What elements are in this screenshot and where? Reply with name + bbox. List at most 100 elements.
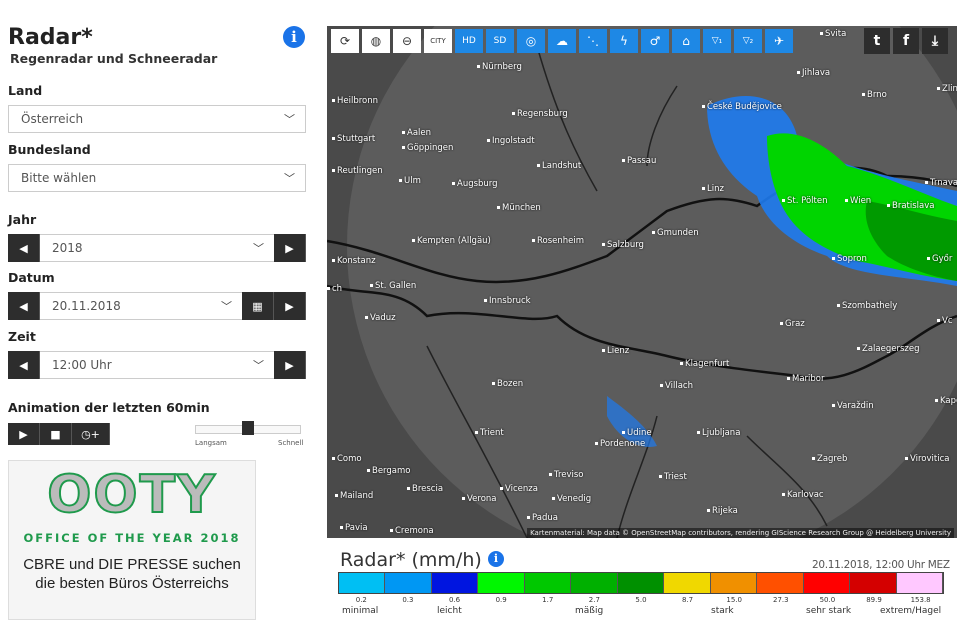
map-canvas xyxy=(327,26,957,538)
city-label: Nürnberg xyxy=(477,62,522,72)
cloud-rain-icon[interactable]: ☁ xyxy=(548,29,576,53)
city-label: Aalen xyxy=(402,128,431,138)
land-select[interactable]: Österreich ﹀ xyxy=(8,105,306,133)
city-label: Udine xyxy=(622,428,652,438)
city-label: Vaduz xyxy=(365,313,396,323)
city-label: Pordenone xyxy=(595,439,645,449)
stop-button[interactable]: ■ xyxy=(40,423,72,445)
twitter-icon[interactable]: t xyxy=(864,28,890,54)
city-label: Heilbronn xyxy=(332,96,378,106)
jahr-value: 2018 xyxy=(52,241,83,255)
city-label: Klagenfurt xyxy=(680,359,729,369)
datum-value: 20.11.2018 xyxy=(52,299,121,313)
radar-range xyxy=(347,26,957,538)
legend-value: 0.9 xyxy=(495,596,507,604)
land-value: Österreich xyxy=(21,112,84,126)
zeit-select[interactable]: 12:00 Uhr ﹀ xyxy=(40,351,274,379)
legend-color-bar xyxy=(338,572,944,594)
next-time-button[interactable]: ▶ xyxy=(274,351,306,379)
city-label: Rijeka xyxy=(707,506,738,516)
thermometer-icon[interactable]: ♂ xyxy=(641,29,669,53)
legend-swatch xyxy=(431,573,479,593)
legend-swatch xyxy=(803,573,851,593)
legend-value: 2.7 xyxy=(588,596,600,604)
sd-icon[interactable]: SD xyxy=(486,29,514,53)
radar-map[interactable]: Nürnberg Jihlava Brno Heilbronn Regensburg Če… xyxy=(327,26,957,538)
city-label: Zalaegerszeg xyxy=(857,344,919,354)
city-icon[interactable]: CITY xyxy=(424,29,452,53)
lightning-icon[interactable]: ϟ xyxy=(610,29,638,53)
city-label: Augsburg xyxy=(452,179,498,189)
house-icon[interactable]: ⌂ xyxy=(672,29,700,53)
prev-date-button[interactable]: ◀ xyxy=(8,292,40,320)
ad-text-1: CBRE und DIE PRESSE suchen xyxy=(23,556,241,573)
ad-text-2: die besten Büros Österreichs xyxy=(35,575,229,592)
city-label: Villach xyxy=(660,381,693,391)
legend-category: leicht xyxy=(437,606,462,616)
hd-icon[interactable]: HD xyxy=(455,29,483,53)
city-label: Győr xyxy=(927,254,952,264)
prev-time-button[interactable]: ◀ xyxy=(8,351,40,379)
jahr-label: Jahr xyxy=(8,212,37,227)
city-label: Jihlava xyxy=(797,68,830,78)
city-label: Pavia xyxy=(340,523,368,533)
jahr-select[interactable]: 2018 ﹀ xyxy=(40,234,274,262)
ooty-logo: OOTY xyxy=(46,464,217,526)
legend-value: 5.0 xyxy=(635,596,647,604)
legend-category: sehr stark xyxy=(806,606,852,616)
legend-value: 0.2 xyxy=(355,596,367,604)
land-label: Land xyxy=(8,83,43,98)
satellite-icon[interactable]: ◎ xyxy=(517,29,545,53)
city-label: Linz xyxy=(702,184,724,194)
chevron-down-icon: ﹀ xyxy=(284,172,295,185)
play-button[interactable]: ▶ xyxy=(8,423,40,445)
legend-value: 1.7 xyxy=(542,596,554,604)
map-attribution: Kartenmaterial: Map data © OpenStreetMap… xyxy=(527,528,954,538)
city-label: Gmunden xyxy=(652,228,699,238)
zoom-out-icon[interactable]: ⊖ xyxy=(393,29,421,53)
border-line xyxy=(426,45,828,538)
calendar-icon[interactable]: ▦ xyxy=(242,292,274,320)
legend-swatch xyxy=(478,573,525,593)
chevron-down-icon: ﹀ xyxy=(284,113,295,126)
next-year-button[interactable]: ▶ xyxy=(274,234,306,262)
city-label: Konstanz xyxy=(332,256,376,266)
legend-value: 15.0 xyxy=(726,596,742,604)
legend-info-icon[interactable]: i xyxy=(488,551,504,567)
legend-value: 27.3 xyxy=(772,596,789,604)
city-label: Trient xyxy=(475,428,504,438)
city-label: Bozen xyxy=(492,379,523,389)
city-label: Karlovac xyxy=(782,490,824,500)
city-label: ch xyxy=(327,284,342,294)
download-icon[interactable]: ⤓ xyxy=(922,28,948,54)
city-label: Cremona xyxy=(390,526,434,536)
city-label: Bratislava xyxy=(887,201,934,211)
legend-values: 0.2 0.3 0.6 0.9 1.7 2.7 5.0 8.7 15.0 27.3 50.0 89.9… xyxy=(338,596,944,604)
city-label: Reutlingen xyxy=(332,166,383,176)
info-icon[interactable]: i xyxy=(283,26,305,48)
city-label: Passau xyxy=(622,156,656,166)
city-label: Salzburg xyxy=(602,240,644,250)
legend-swatch xyxy=(339,573,386,593)
datum-label: Datum xyxy=(8,270,55,285)
globe-icon[interactable]: ◍ xyxy=(362,29,390,53)
tornado-1-icon[interactable]: ▽₁ xyxy=(703,29,731,53)
refresh-icon[interactable]: ⟳ xyxy=(331,29,359,53)
city-label: Kempten (Allgäu) xyxy=(412,236,491,246)
add-time-button[interactable]: ◷+ xyxy=(72,423,110,445)
hail-icon[interactable]: ⋱ xyxy=(579,29,607,53)
facebook-icon[interactable]: f xyxy=(893,28,919,54)
datum-select[interactable]: 20.11.2018 ﹀ xyxy=(40,292,242,320)
speed-slider-handle[interactable] xyxy=(242,421,254,435)
legend-swatch xyxy=(757,573,804,593)
tornado-2-icon[interactable]: ▽₂ xyxy=(734,29,762,53)
city-label: Ljubljana xyxy=(697,428,740,438)
prev-year-button[interactable]: ◀ xyxy=(8,234,40,262)
next-date-button[interactable]: ▶ xyxy=(274,292,306,320)
city-label: Bergamo xyxy=(367,466,411,476)
advertisement[interactable]: OOTY OFFICE OF THE YEAR 2018 CBRE und DI… xyxy=(8,460,256,620)
satellite-dish-icon[interactable]: ✈ xyxy=(765,29,793,53)
bundesland-select[interactable]: Bitte wählen ﹀ xyxy=(8,164,306,192)
city-label: Ingolstadt xyxy=(487,136,535,146)
animation-label: Animation der letzten 60min xyxy=(8,400,210,415)
